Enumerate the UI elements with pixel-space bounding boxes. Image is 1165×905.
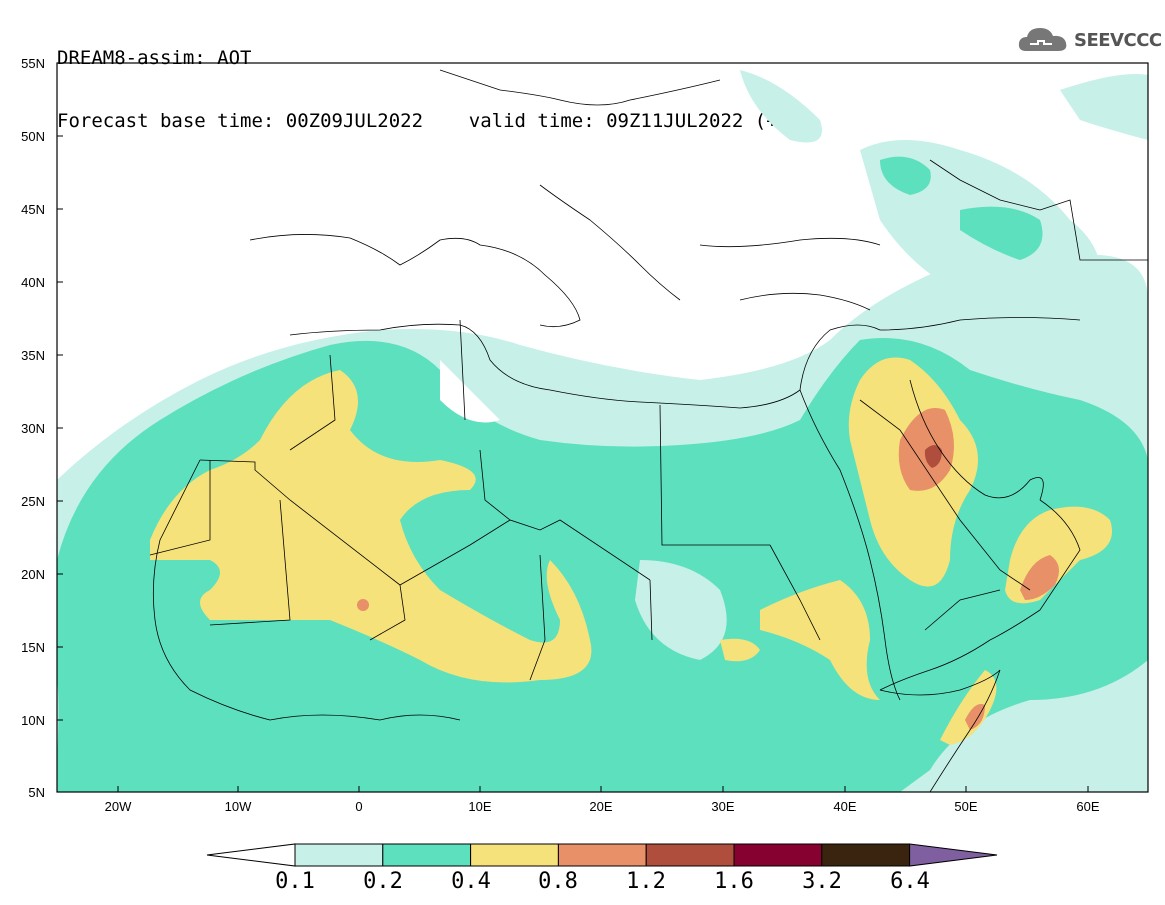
lat-label-55n: 55N bbox=[21, 56, 45, 71]
colorbar-high-triangle bbox=[909, 843, 998, 867]
colorbar bbox=[206, 843, 998, 867]
title-line-2: Forecast base time: 00Z09JUL2022 valid t… bbox=[57, 110, 812, 132]
colorbar-bin-1 bbox=[294, 843, 384, 867]
lat-label-10n: 10N bbox=[21, 713, 45, 728]
title-line-1: DREAM8-assim: AOT bbox=[57, 47, 252, 69]
lat-label-25n: 25N bbox=[21, 494, 45, 509]
colorbar-low-triangle bbox=[206, 843, 296, 867]
map-frame bbox=[56, 62, 1149, 793]
lat-label-15n: 15N bbox=[21, 640, 45, 655]
colorbar-label-0-8: 0.8 bbox=[538, 869, 578, 894]
lat-label-20n: 20N bbox=[21, 567, 45, 582]
coastlines-borders bbox=[149, 69, 1148, 792]
lon-label-20e: 20E bbox=[589, 799, 613, 814]
colorbar-label-3-2: 3.2 bbox=[802, 869, 842, 894]
header: DREAM8-assim: AOT Forecast base time: 00… bbox=[57, 6, 812, 153]
map-ticks bbox=[57, 62, 1089, 793]
logo-text: SEEVCCC bbox=[1074, 29, 1162, 51]
colorbar-bin-3 bbox=[470, 843, 559, 867]
colorbar-label-1-6: 1.6 bbox=[714, 869, 754, 894]
lon-label-10e: 10E bbox=[468, 799, 492, 814]
colorbar-label-0-4: 0.4 bbox=[451, 869, 491, 894]
colorbar-label-0-1: 0.1 bbox=[275, 869, 315, 894]
lon-label-50e: 50E bbox=[954, 799, 978, 814]
lon-label-0: 0 bbox=[355, 799, 363, 814]
seevccc-logo: SEEVCCC bbox=[1016, 24, 1162, 56]
colorbar-label-1-2: 1.2 bbox=[626, 869, 666, 894]
lat-label-30n: 30N bbox=[21, 421, 45, 436]
lon-label-10w: 10W bbox=[224, 799, 252, 814]
lat-label-5n: 5N bbox=[28, 785, 45, 800]
lon-label-30e: 30E bbox=[711, 799, 735, 814]
colorbar-bin-6 bbox=[733, 843, 823, 867]
colorbar-bin-5 bbox=[645, 843, 735, 867]
colorbar-label-0-2: 0.2 bbox=[363, 869, 403, 894]
lat-label-40n: 40N bbox=[21, 275, 45, 290]
lat-label-45n: 45N bbox=[21, 202, 45, 217]
lon-label-20w: 20W bbox=[104, 799, 132, 814]
lat-label-35n: 35N bbox=[21, 348, 45, 363]
lon-label-40e: 40E bbox=[833, 799, 857, 814]
colorbar-bin-7 bbox=[821, 843, 911, 867]
lat-label-50n: 50N bbox=[21, 129, 45, 144]
colorbar-bin-4 bbox=[557, 843, 647, 867]
cloud-icon bbox=[1018, 28, 1067, 51]
aot-fields bbox=[57, 70, 1148, 792]
colorbar-label-6-4: 6.4 bbox=[890, 869, 930, 894]
colorbar-bin-2 bbox=[382, 843, 472, 867]
lon-label-60e: 60E bbox=[1076, 799, 1100, 814]
